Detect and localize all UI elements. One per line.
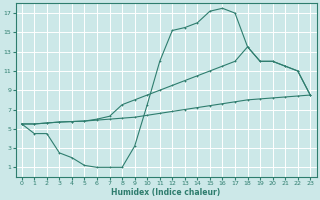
X-axis label: Humidex (Indice chaleur): Humidex (Indice chaleur) [111, 188, 221, 197]
